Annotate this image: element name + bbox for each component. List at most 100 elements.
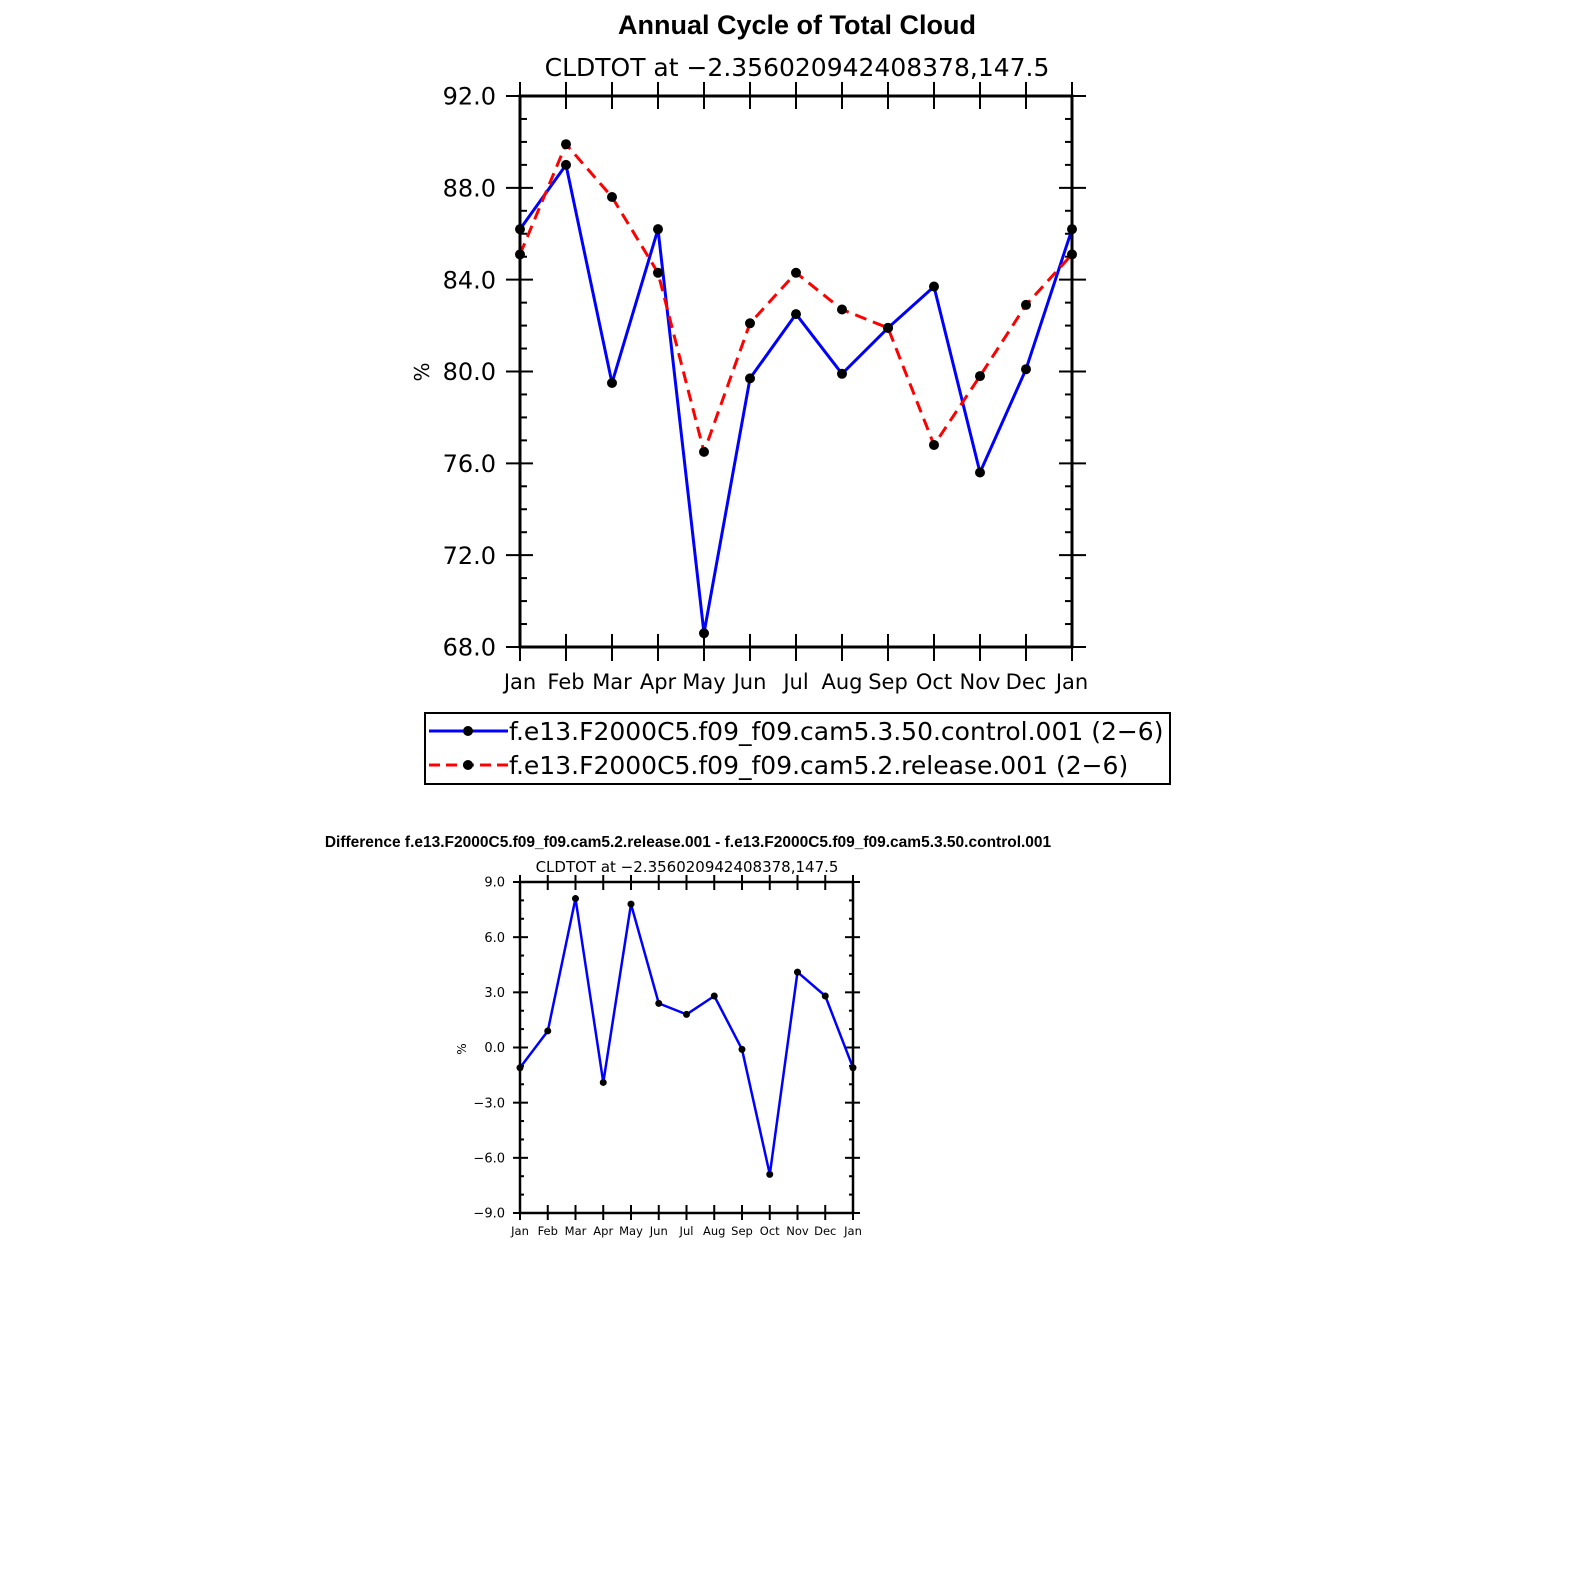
y-tick-label: 68.0 bbox=[443, 634, 496, 662]
chart1-x-tick-labels: Jan Feb Mar Apr May Jun Jul Aug Sep Oct Nov Dec Jan bbox=[502, 670, 1088, 694]
series-1-point bbox=[791, 267, 801, 278]
y-tick-label: 9.0 bbox=[484, 876, 505, 891]
x-tick-label: Jan bbox=[1054, 670, 1088, 694]
y-tick-label: 72.0 bbox=[443, 542, 496, 570]
x-tick-label: Jan bbox=[843, 1224, 862, 1238]
x-tick-label: Apr bbox=[593, 1224, 613, 1238]
legend-marker-control bbox=[463, 726, 473, 736]
series-0-point bbox=[561, 159, 571, 170]
series-0-point bbox=[599, 1078, 607, 1086]
series-0-point bbox=[653, 224, 663, 235]
chart2-plot-frame bbox=[518, 880, 855, 1215]
x-tick-label: May bbox=[682, 670, 725, 694]
chart2-x-tick-labels: Jan Feb Mar Apr May Jun Jul Aug Sep Oct Nov Dec Jan bbox=[510, 1224, 862, 1238]
x-tick-label: Jul bbox=[781, 670, 808, 694]
x-tick-label: Apr bbox=[640, 670, 677, 694]
series-0-point bbox=[1021, 364, 1031, 375]
series-1-point bbox=[929, 439, 939, 450]
x-tick-label: Jan bbox=[502, 670, 536, 694]
series-0-point bbox=[745, 373, 755, 384]
legend-label-release: f.e13.F2000C5.f09_f09.cam5.2.release.001… bbox=[509, 751, 1128, 780]
series-1-point bbox=[699, 446, 709, 457]
chart1-series-group bbox=[515, 139, 1077, 639]
series-0-point bbox=[607, 377, 617, 388]
series-0-point bbox=[821, 992, 829, 1000]
chart2-ylabel: % bbox=[455, 1043, 469, 1054]
x-tick-label: Jun bbox=[649, 1224, 668, 1238]
x-tick-label: Jun bbox=[732, 670, 767, 694]
y-tick-label: −3.0 bbox=[473, 1096, 505, 1111]
x-tick-label: Dec bbox=[814, 1224, 836, 1238]
series-0-point bbox=[791, 309, 801, 320]
y-tick-label: −9.0 bbox=[473, 1207, 505, 1222]
series-line-0 bbox=[519, 897, 855, 1176]
y-tick-label: 88.0 bbox=[443, 174, 496, 202]
series-line-1 bbox=[518, 142, 1074, 454]
series-1-point bbox=[975, 371, 985, 382]
chart2-series-group bbox=[516, 895, 857, 1178]
chart1-subtitle: CLDTOT at −2.356020942408378,147.5 bbox=[545, 53, 1050, 82]
series-1-point bbox=[837, 304, 847, 315]
series-0-point bbox=[627, 900, 635, 908]
series-1-point bbox=[745, 318, 755, 329]
x-tick-label: Aug bbox=[821, 670, 862, 694]
series-0-point bbox=[794, 968, 801, 976]
chart2-title: Difference f.e13.F2000C5.f09_f09.cam5.2.… bbox=[325, 834, 1052, 851]
y-tick-label: −6.0 bbox=[473, 1152, 505, 1167]
chart1-y-tick-labels: 68.0 72.0 76.0 80.0 84.0 88.0 92.0 bbox=[443, 83, 496, 662]
series-line-0 bbox=[518, 163, 1074, 635]
series-1-point bbox=[561, 139, 571, 150]
series-0-point bbox=[683, 1010, 690, 1018]
x-tick-label: Dec bbox=[1006, 670, 1047, 694]
annual-cycle-chart: Annual Cycle of Total Cloud CLDTOT at −2… bbox=[410, 10, 1171, 785]
chart1-ticks bbox=[506, 82, 1086, 661]
series-0-point bbox=[699, 628, 709, 639]
legend-label-control: f.e13.F2000C5.f09_f09.cam5.3.50.control.… bbox=[509, 717, 1163, 746]
series-1-point bbox=[1021, 299, 1031, 310]
chart1-title: Annual Cycle of Total Cloud bbox=[618, 10, 976, 40]
y-tick-label: 3.0 bbox=[484, 986, 505, 1001]
series-0-point bbox=[766, 1170, 774, 1178]
x-tick-label: Nov bbox=[786, 1224, 809, 1238]
y-tick-label: 80.0 bbox=[443, 358, 496, 386]
chart1-legend: f.e13.F2000C5.f09_f09.cam5.3.50.control.… bbox=[424, 712, 1171, 785]
y-tick-label: 6.0 bbox=[484, 931, 505, 946]
series-1-point bbox=[607, 192, 617, 203]
y-tick-label: 92.0 bbox=[443, 83, 496, 111]
x-tick-label: Mar bbox=[592, 670, 632, 694]
series-0-point bbox=[544, 1027, 552, 1035]
x-tick-label: Aug bbox=[703, 1224, 725, 1238]
x-tick-label: Mar bbox=[565, 1224, 587, 1238]
x-tick-label: Oct bbox=[916, 670, 952, 694]
x-tick-label: Feb bbox=[547, 670, 584, 694]
series-0-point bbox=[837, 368, 847, 379]
chart2-y-tick-labels: −9.0 −6.0 −3.0 0.0 3.0 6.0 9.0 bbox=[473, 876, 505, 1222]
x-tick-label: Sep bbox=[868, 670, 908, 694]
x-tick-label: May bbox=[619, 1224, 643, 1238]
chart2-subtitle: CLDTOT at −2.356020942408378,147.5 bbox=[536, 858, 839, 876]
x-tick-label: Sep bbox=[731, 1224, 753, 1238]
series-0-point bbox=[572, 895, 579, 903]
legend-box bbox=[424, 712, 1171, 785]
difference-chart: Difference f.e13.F2000C5.f09_f09.cam5.2.… bbox=[325, 834, 1052, 1238]
series-0-point bbox=[655, 999, 663, 1007]
y-tick-label: 76.0 bbox=[443, 450, 496, 478]
chart1-ylabel: % bbox=[410, 362, 434, 381]
series-1-point bbox=[883, 322, 893, 333]
x-tick-label: Jul bbox=[679, 1224, 694, 1238]
x-tick-label: Oct bbox=[760, 1224, 780, 1238]
x-tick-label: Feb bbox=[538, 1224, 558, 1238]
series-0-point bbox=[738, 1045, 746, 1053]
y-tick-label: 84.0 bbox=[443, 266, 496, 294]
legend-marker-release bbox=[463, 760, 473, 770]
series-0-point bbox=[929, 281, 939, 292]
x-tick-label: Jan bbox=[510, 1224, 529, 1238]
chart1-plot-frame bbox=[518, 94, 1074, 649]
x-tick-label: Nov bbox=[960, 670, 1001, 694]
y-tick-label: 0.0 bbox=[484, 1041, 505, 1056]
series-1-point bbox=[653, 267, 663, 278]
series-0-point bbox=[710, 992, 718, 1000]
chart2-ticks bbox=[513, 875, 860, 1220]
series-0-point bbox=[975, 467, 985, 478]
